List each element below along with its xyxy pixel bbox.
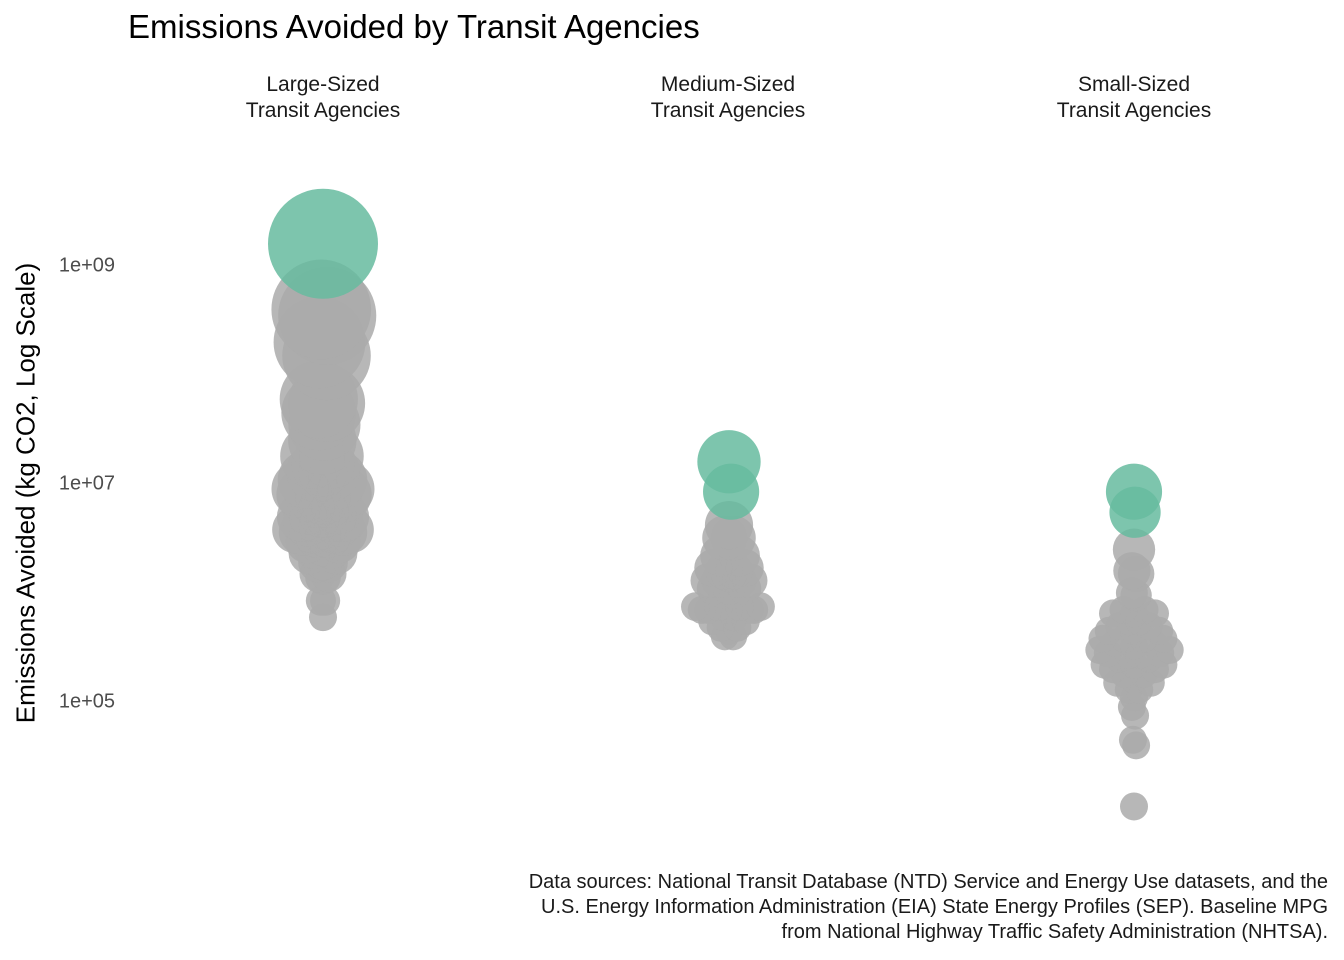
data-point-2-2 (1118, 725, 1147, 754)
facet-label-large: Large-Sized Transit Agencies (245, 73, 401, 122)
y-tick-label-1e5: 1e+05 (58, 690, 115, 713)
data-source-caption: Data sources: National Transit Database … (528, 871, 1328, 943)
data-point-2-0 (1120, 792, 1148, 821)
highlight-point-1-38 (697, 430, 761, 494)
facet-panel-1 (681, 430, 775, 651)
highlight-point-2-51 (1105, 463, 1163, 520)
highlight-point-0-59 (268, 188, 378, 299)
y-tick-label-1e9: 1e+09 (58, 254, 115, 277)
facet-panel-2 (1085, 463, 1184, 821)
data-point-2-49 (1112, 528, 1156, 571)
facet-label-medium: Medium-Sized Transit Agencies (650, 73, 806, 122)
facet-label-small: Small-Sized Transit Agencies (1056, 73, 1212, 122)
chart-title: Emissions Avoided by Transit Agencies (128, 8, 700, 45)
y-tick-label-1e7: 1e+07 (58, 472, 115, 495)
facet-panel-0 (268, 188, 378, 632)
